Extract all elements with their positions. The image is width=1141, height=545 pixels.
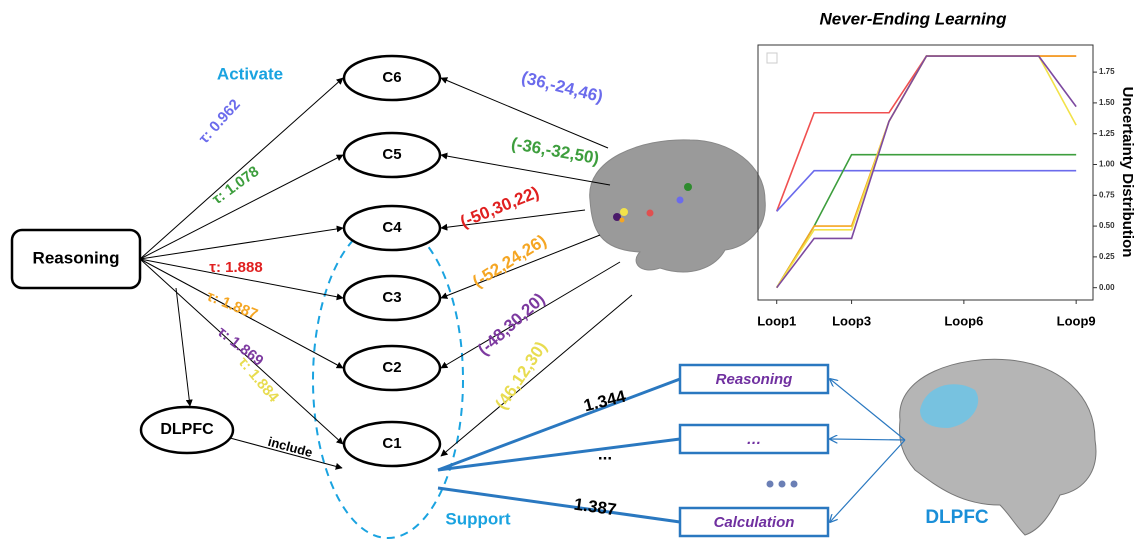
y-axis-label: Uncertainty Distribution xyxy=(1119,87,1136,258)
weight-label: 1.344 xyxy=(582,387,628,416)
brain-edge xyxy=(830,439,905,440)
x-tick-label: Loop9 xyxy=(1057,313,1096,328)
coord-label: (-50,30,22) xyxy=(458,183,542,232)
c-label: C3 xyxy=(382,289,401,306)
x-tick-label: Loop3 xyxy=(832,313,871,328)
include-label: include xyxy=(266,434,314,460)
plot-area xyxy=(758,45,1093,300)
c-label: C6 xyxy=(382,69,401,86)
coord-label: (46,12,30) xyxy=(492,338,551,413)
legend-box xyxy=(767,53,777,63)
y-tick-label: 0.75 xyxy=(1099,190,1115,199)
support-edge xyxy=(438,379,680,470)
edge xyxy=(176,288,190,406)
chart-title: Never-Ending Learning xyxy=(819,9,1007,28)
coord-label: (36,-24,46) xyxy=(520,68,605,107)
x-tick-label: Loop1 xyxy=(757,313,796,328)
series-line xyxy=(777,171,1076,212)
y-tick-label: 1.50 xyxy=(1099,98,1115,107)
tau-label: τ: 1.078 xyxy=(209,163,262,208)
c-label: C4 xyxy=(382,219,402,236)
y-tick-label: 0.50 xyxy=(1099,221,1115,230)
weight-label: 1.387 xyxy=(573,495,618,520)
coord-label: (-52,24,26) xyxy=(469,231,550,291)
tau-label: τ: 0.962 xyxy=(195,96,243,147)
function-label: Calculation xyxy=(714,514,795,531)
y-tick-label: 1.75 xyxy=(1099,67,1115,76)
diagram: Activate Support Reasoning DLPFC include… xyxy=(0,0,1141,540)
tau-label: τ: 1.888 xyxy=(209,259,262,276)
support-label: Support xyxy=(445,509,510,528)
reasoning-label: Reasoning xyxy=(33,248,120,267)
series-line xyxy=(777,56,1076,288)
page: Activate Support Reasoning DLPFC include… xyxy=(0,0,1141,545)
dlpfc-label: DLPFC xyxy=(160,421,214,438)
dot xyxy=(779,481,786,488)
brain-edge xyxy=(830,440,905,522)
y-tick-label: 0.25 xyxy=(1099,252,1115,261)
edge xyxy=(140,78,343,259)
y-tick-label: 1.00 xyxy=(1099,160,1115,169)
dot xyxy=(767,481,774,488)
c-label: C1 xyxy=(382,435,401,452)
weight-label: ... xyxy=(598,444,612,463)
series-line xyxy=(777,56,1076,288)
y-tick-label: 1.25 xyxy=(1099,129,1115,138)
series-line xyxy=(777,56,1076,288)
function-label: Reasoning xyxy=(716,371,793,388)
x-tick-label: Loop6 xyxy=(944,313,983,328)
c-label: C2 xyxy=(382,359,401,376)
tau-label: τ: 1.887 xyxy=(204,288,260,324)
dot xyxy=(791,481,798,488)
brain-label: DLPFC xyxy=(925,507,989,528)
activate-label: Activate xyxy=(217,64,283,83)
brain-edge xyxy=(830,379,905,440)
function-label: … xyxy=(747,431,762,448)
support-edge xyxy=(438,439,680,470)
series-line xyxy=(777,155,1076,288)
c-label: C5 xyxy=(382,146,401,163)
series-line xyxy=(777,56,1076,211)
y-tick-label: 0.00 xyxy=(1099,283,1115,292)
brain-left xyxy=(590,140,766,272)
